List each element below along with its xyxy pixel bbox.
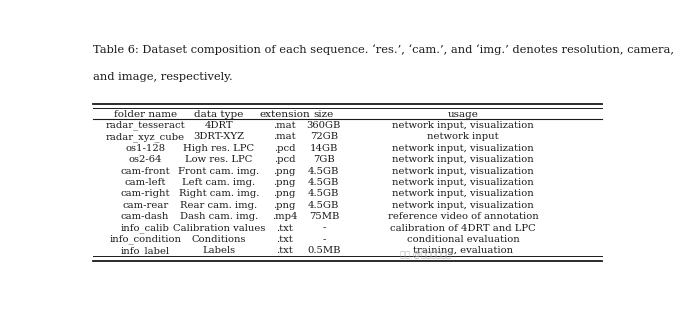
Text: .mat: .mat [273,121,296,130]
Text: Rear cam. img.: Rear cam. img. [180,201,258,210]
Text: 360GB: 360GB [306,121,341,130]
Text: 72GB: 72GB [310,132,338,141]
Text: network input, visualization: network input, visualization [392,155,534,164]
Text: -: - [322,235,325,244]
Text: .pcd: .pcd [274,155,295,164]
Text: data type: data type [194,110,243,119]
Text: usage: usage [447,110,479,119]
Text: 4.5GB: 4.5GB [308,178,340,187]
Text: Front cam. img.: Front cam. img. [178,167,259,176]
Text: 4.5GB: 4.5GB [308,167,340,176]
Text: 3DRT-XYZ: 3DRT-XYZ [193,132,244,141]
Text: network input, visualization: network input, visualization [392,201,534,210]
Text: info_calib: info_calib [121,223,170,233]
Text: 4.5GB: 4.5GB [308,201,340,210]
Text: size: size [314,110,334,119]
Text: Conditions: Conditions [191,235,246,244]
Text: cam-dash: cam-dash [121,212,170,221]
Text: radar_xyz_cube: radar_xyz_cube [106,132,184,142]
Text: Dash cam. img.: Dash cam. img. [180,212,258,221]
Text: cam-rear: cam-rear [122,201,168,210]
Text: conditional evaluation: conditional evaluation [407,235,519,244]
Text: info_label: info_label [121,246,170,256]
Text: folder name: folder name [114,110,177,119]
Text: .mat: .mat [273,132,296,141]
Text: reference video of annotation: reference video of annotation [388,212,538,221]
Text: network input, visualization: network input, visualization [392,121,534,130]
Text: .txt: .txt [276,224,293,233]
Text: training, evaluation: training, evaluation [413,247,513,256]
Text: cam-front: cam-front [121,167,170,176]
Text: os2-64: os2-64 [128,155,162,164]
Text: 4DRT: 4DRT [205,121,233,130]
Text: 0.5MB: 0.5MB [307,247,340,256]
Text: network input: network input [427,132,499,141]
Text: 14GB: 14GB [310,144,338,153]
Text: network input, visualization: network input, visualization [392,178,534,187]
Text: High res. LPC: High res. LPC [183,144,254,153]
Text: os1-128: os1-128 [125,144,165,153]
Text: radar_tesseract: radar_tesseract [105,121,185,130]
Text: 4.5GB: 4.5GB [308,189,340,198]
Text: and image, respectively.: and image, respectively. [93,72,233,82]
Text: Right cam. img.: Right cam. img. [178,189,259,198]
Text: network input, visualization: network input, visualization [392,144,534,153]
Text: .png: .png [273,167,296,176]
Text: -: - [322,224,325,233]
Text: .png: .png [273,189,296,198]
Text: Table 6: Dataset composition of each sequence. ‘res.’, ‘cam.’, and ‘img.’ denote: Table 6: Dataset composition of each seq… [93,44,674,55]
Text: .pcd: .pcd [274,144,295,153]
Text: info_condition: info_condition [109,235,181,244]
Text: network input, visualization: network input, visualization [392,189,534,198]
Text: calibration of 4DRT and LPC: calibration of 4DRT and LPC [391,224,536,233]
Text: 75MB: 75MB [308,212,339,221]
Text: 知乎 @自动驾驶之心: 知乎 @自动驾驶之心 [400,251,451,260]
Text: .txt: .txt [276,235,293,244]
Text: 7GB: 7GB [313,155,335,164]
Text: .png: .png [273,201,296,210]
Text: Calibration values: Calibration values [173,224,265,233]
Text: cam-left: cam-left [125,178,166,187]
Text: .txt: .txt [276,247,293,256]
Text: Labels: Labels [202,247,235,256]
Text: extension: extension [259,110,310,119]
Text: network input, visualization: network input, visualization [392,167,534,176]
Text: Left cam. img.: Left cam. img. [182,178,256,187]
Text: .png: .png [273,178,296,187]
Text: .mp4: .mp4 [272,212,297,221]
Text: cam-right: cam-right [121,189,170,198]
Text: Low res. LPC: Low res. LPC [185,155,252,164]
